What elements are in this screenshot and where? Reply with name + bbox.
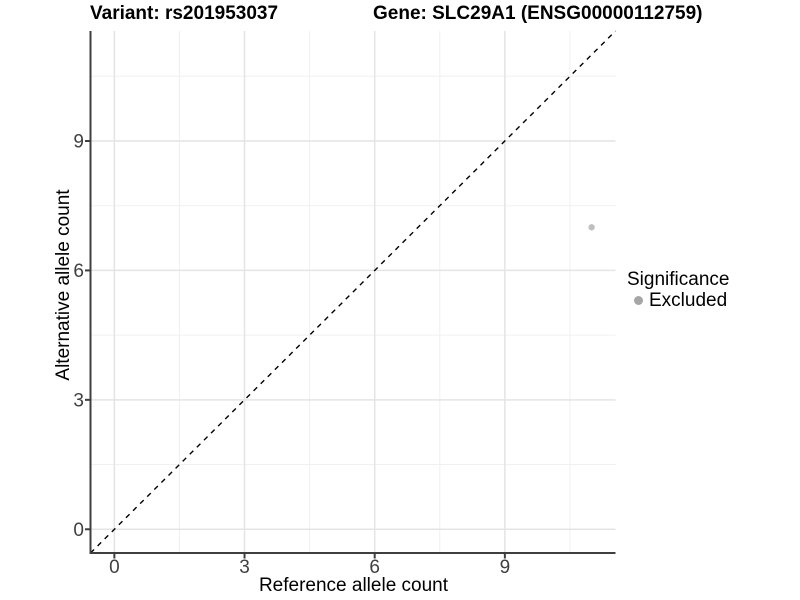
y-axis-title: Alternative allele count: [53, 189, 74, 381]
x-tick-label: 0: [109, 557, 120, 578]
y-tick-label: 6: [73, 261, 84, 282]
x-tick-label: 6: [369, 557, 380, 578]
legend-point-icon: [634, 296, 643, 305]
legend: Significance Excluded: [627, 269, 729, 311]
y-tick-label: 0: [73, 520, 84, 541]
y-tick-label: 3: [73, 390, 84, 411]
legend-entry-excluded: Excluded: [627, 290, 729, 311]
plot-title-variant: Variant: rs201953037: [90, 3, 279, 24]
identity-line: [90, 30, 616, 554]
data-point: [588, 224, 595, 231]
x-axis-title: Reference allele count: [258, 575, 449, 596]
legend-title: Significance: [627, 269, 730, 290]
x-tick-label: 9: [500, 557, 511, 578]
y-tick-label: 9: [73, 132, 84, 153]
legend-entry-label: Excluded: [649, 289, 728, 311]
plot-title-gene: Gene: SLC29A1 (ENSG00000112759): [373, 3, 703, 24]
x-tick-label: 3: [239, 557, 250, 578]
